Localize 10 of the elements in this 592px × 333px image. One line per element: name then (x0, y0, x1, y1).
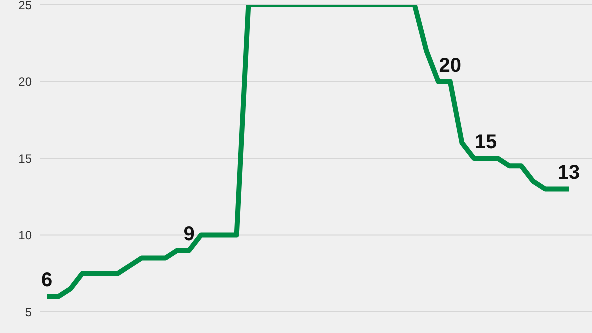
y-tick-label: 10 (18, 228, 32, 243)
data-label: 20 (439, 54, 462, 77)
data-label: 9 (184, 224, 195, 246)
y-tick-label: 20 (18, 75, 32, 90)
data-label: 13 (558, 162, 580, 184)
y-tick-label: 5 (25, 305, 32, 320)
y-tick-label: 25 (18, 0, 32, 12)
y-tick-label: 15 (18, 152, 32, 166)
data-label: 6 (41, 270, 53, 292)
data-label: 15 (474, 132, 498, 154)
